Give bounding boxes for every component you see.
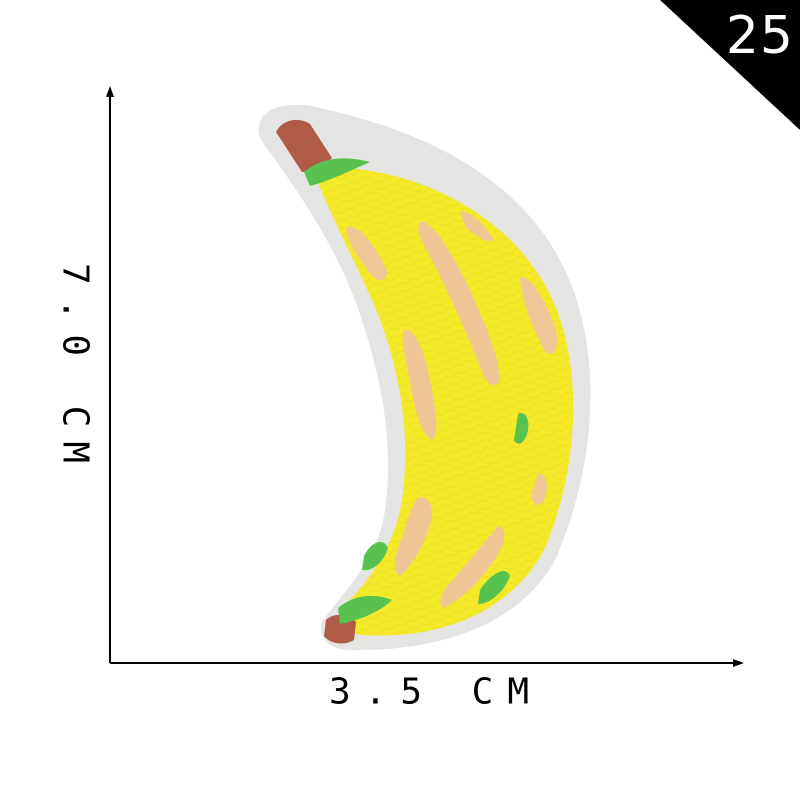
banana-top-stem bbox=[276, 119, 332, 172]
product-number-badge: 25 bbox=[660, 0, 800, 130]
badge-number: 25 bbox=[725, 6, 794, 66]
horizontal-axis-arrow bbox=[733, 659, 744, 667]
banana-spots bbox=[346, 211, 558, 608]
vertical-axis-arrow bbox=[106, 86, 114, 97]
banana-leaf-accents bbox=[304, 158, 529, 624]
badge-triangle bbox=[660, 0, 800, 130]
width-dimension-label: 3.5 CM bbox=[328, 671, 544, 713]
